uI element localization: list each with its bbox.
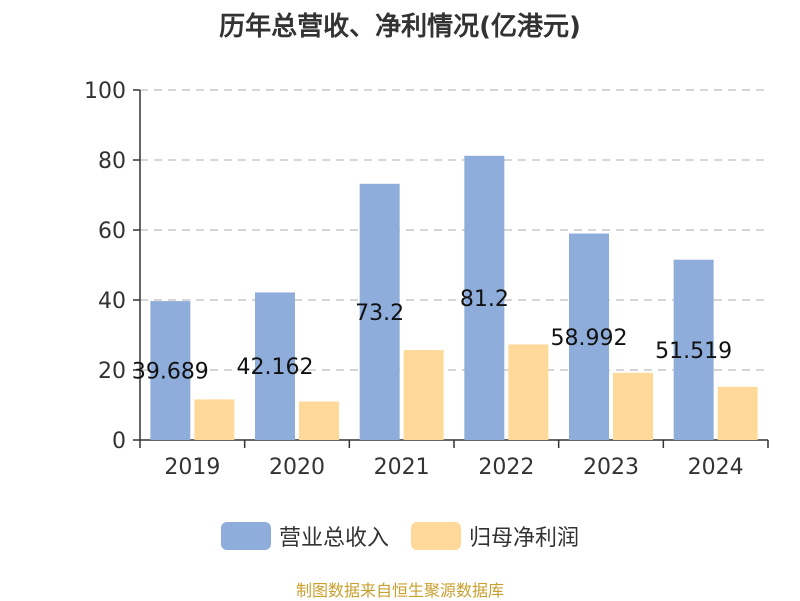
bar-net-profit xyxy=(508,344,549,440)
legend-item-net-profit[interactable]: 归母净利润 xyxy=(411,520,579,552)
y-tick-label: 100 xyxy=(84,79,126,104)
data-source-note: 制图数据来自恒生聚源数据库 xyxy=(295,581,504,600)
bar-net-profit xyxy=(299,401,339,440)
y-tick-label: 60 xyxy=(98,219,126,244)
data-label: 39.689 xyxy=(132,360,209,385)
x-tick-label: 2023 xyxy=(583,455,639,480)
x-tick-label: 2022 xyxy=(478,455,534,480)
y-tick-label: 0 xyxy=(112,429,126,454)
data-label: 42.162 xyxy=(237,355,314,380)
data-label: 51.519 xyxy=(655,339,732,364)
y-tick-label: 20 xyxy=(98,359,126,384)
bar-revenue xyxy=(359,183,400,441)
chart-title: 历年总营收、净利情况(亿港元) xyxy=(219,12,581,42)
bar-net-profit xyxy=(194,399,235,440)
legend-item-revenue[interactable]: 营业总收入 xyxy=(220,520,389,552)
legend-label-net-profit: 归母净利润 xyxy=(469,526,580,551)
y-tick-label: 80 xyxy=(98,149,126,174)
legend-swatch-revenue xyxy=(220,522,271,550)
x-tick-label: 2021 xyxy=(374,455,430,480)
x-tick-label: 2019 xyxy=(164,455,220,480)
legend-swatch-net-profit xyxy=(411,522,461,550)
legend-label-revenue: 营业总收入 xyxy=(278,526,389,551)
bar-revenue xyxy=(150,301,191,440)
bar-net-profit xyxy=(717,386,758,440)
bar-revenue xyxy=(255,292,295,440)
bar-revenue xyxy=(673,259,714,440)
data-label: 81.2 xyxy=(460,287,509,312)
bar-revenue xyxy=(569,233,609,440)
bar-net-profit xyxy=(613,372,653,440)
legend: 营业总收入 归母净利润 xyxy=(0,520,800,552)
y-tick-label: 40 xyxy=(98,289,126,314)
x-tick-label: 2024 xyxy=(688,455,744,480)
bar-revenue xyxy=(464,155,505,441)
data-label: 58.992 xyxy=(551,326,628,351)
x-tick-label: 2020 xyxy=(269,455,325,480)
bar-net-profit xyxy=(403,350,444,440)
data-label: 73.2 xyxy=(355,301,404,326)
